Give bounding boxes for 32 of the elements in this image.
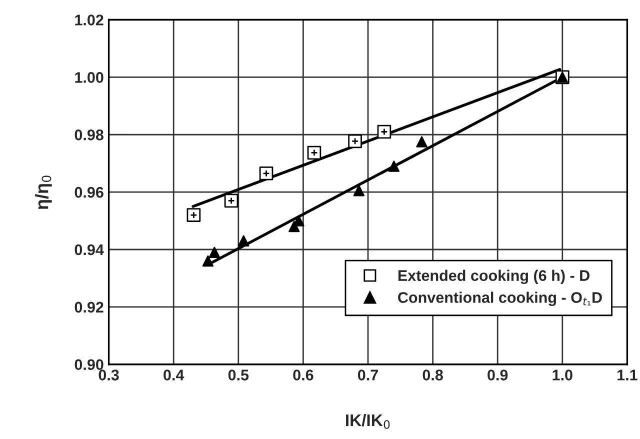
y-axis-title: η/η$_{0}$ <box>35 176 52 210</box>
x-tick-label: 0.8 <box>422 370 443 380</box>
point <box>377 124 392 139</box>
y-tick-label: 1.02 <box>75 14 104 26</box>
y-tick-label: 0.90 <box>74 359 104 370</box>
x-tick-label: 0.3 <box>98 370 119 380</box>
x-tick-label: 0.5 <box>228 370 249 380</box>
y-tick-label: 1.00 <box>75 72 104 83</box>
x-tick-label: 0.7 <box>358 370 378 380</box>
y-tick-label: 0.98 <box>74 129 104 140</box>
x-tick-label: 1.0 <box>552 370 572 380</box>
y-tick-label: 0.94 <box>74 244 104 256</box>
point <box>238 235 250 246</box>
y-tick-label: 0.92 <box>74 302 104 313</box>
point <box>186 208 201 222</box>
point <box>416 136 428 148</box>
point <box>202 255 214 267</box>
x-tick-label: 0.9 <box>488 370 508 380</box>
point <box>353 185 365 196</box>
point <box>388 160 400 172</box>
point <box>307 146 322 160</box>
point <box>348 134 362 148</box>
legend-label: Conventional cooking - O$_{t₁}$D <box>398 292 602 306</box>
x-tick-label: 1.1 <box>618 370 638 380</box>
x-tick-label: 0.4 <box>164 370 184 380</box>
x-axis-title: IK/IK$_{0}$ <box>346 414 390 429</box>
point <box>208 246 220 258</box>
point <box>259 166 274 180</box>
legend-label: Extended cooking (6 h) - D <box>398 270 590 284</box>
point <box>224 194 238 208</box>
y-tick-label: 0.96 <box>74 186 104 198</box>
x-tick-label: 0.6 <box>293 370 314 380</box>
